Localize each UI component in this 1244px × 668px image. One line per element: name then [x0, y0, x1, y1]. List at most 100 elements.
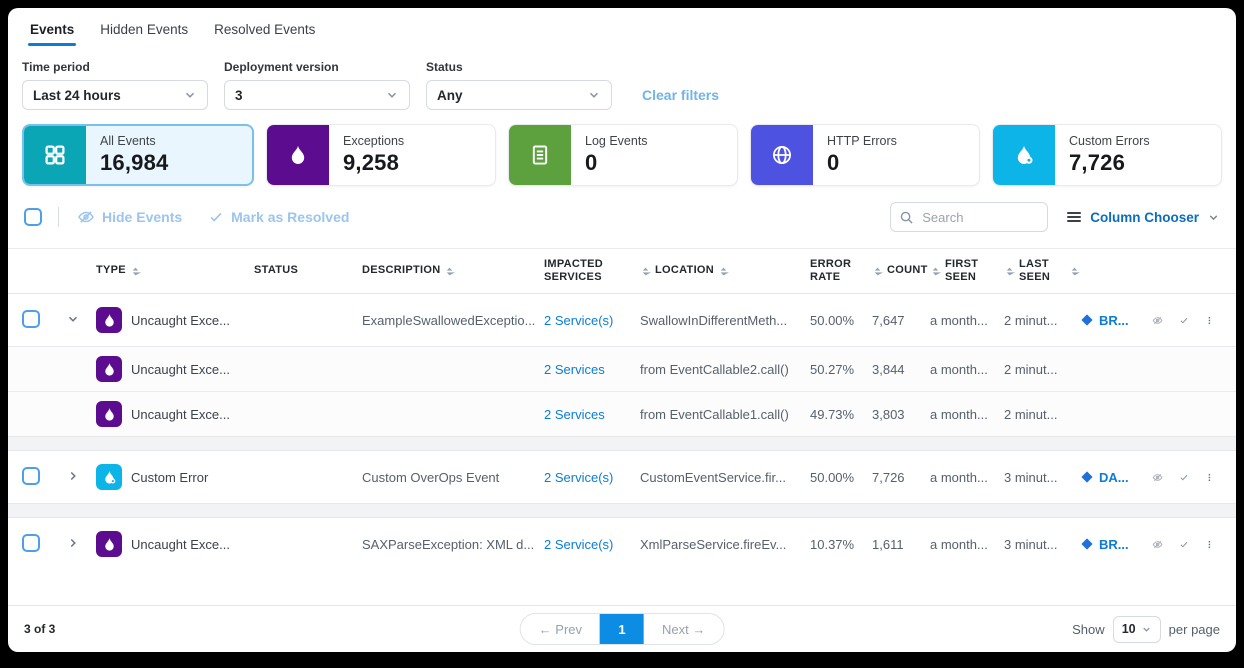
- card-http-errors[interactable]: HTTP Errors 0: [750, 124, 980, 186]
- page-size-select[interactable]: 10: [1112, 615, 1161, 643]
- card-exceptions[interactable]: Exceptions 9,258: [266, 124, 496, 186]
- current-page-button[interactable]: 1: [600, 614, 644, 644]
- check-icon[interactable]: [1179, 312, 1189, 329]
- card-log-events[interactable]: Log Events 0: [508, 124, 738, 186]
- first-seen-cell: a month...: [930, 406, 988, 422]
- toolbar-divider: [58, 207, 59, 227]
- time-period-label: Time period: [22, 60, 90, 74]
- chevron-right-icon[interactable]: [66, 469, 80, 483]
- services-link[interactable]: 2 Services: [544, 406, 605, 422]
- check-icon[interactable]: [1179, 536, 1189, 553]
- chevron-right-icon[interactable]: [66, 536, 80, 550]
- tab-resolved-events[interactable]: Resolved Events: [214, 22, 316, 37]
- location-cell: from EventCallable1.call(): [640, 406, 789, 422]
- error-rate-cell: 10.37%: [810, 536, 855, 552]
- time-period-value: Last 24 hours: [33, 87, 121, 103]
- tab-events[interactable]: Events: [27, 22, 77, 46]
- status-value: Any: [437, 87, 463, 103]
- group-separator: [8, 436, 1236, 451]
- last-seen-cell: 2 minut...: [1004, 361, 1058, 377]
- globe-icon: [751, 125, 813, 185]
- jira-diamond-icon: [1081, 314, 1093, 326]
- pagination: ← Prev 1 Next →: [519, 613, 725, 645]
- eye-slash-icon[interactable]: [1152, 468, 1163, 487]
- status-select[interactable]: Any: [426, 80, 612, 110]
- sort-icon[interactable]: [640, 266, 651, 277]
- table-row[interactable]: Custom Error Custom OverOps Event 2 Serv…: [8, 451, 1236, 503]
- header-error-rate: ERROR RATE: [810, 257, 852, 283]
- table-subrow[interactable]: Uncaught Exce... 2 Services from EventCa…: [8, 391, 1236, 436]
- first-seen-cell: a month...: [930, 536, 988, 552]
- hamburger-icon: [1067, 212, 1082, 222]
- first-seen-cell: a month...: [930, 469, 988, 485]
- custom-error-type-icon: [96, 464, 122, 490]
- chevron-down-icon: [185, 92, 195, 98]
- deployment-version-label: Deployment version: [224, 60, 339, 74]
- header-type: TYPE: [96, 264, 254, 277]
- count-cell: 3,844: [872, 361, 905, 377]
- card-label: Custom Errors: [1069, 134, 1150, 148]
- sort-icon[interactable]: [1004, 266, 1015, 277]
- ticket-link[interactable]: BR...: [1099, 536, 1129, 552]
- prev-page-button[interactable]: ← Prev: [538, 621, 582, 637]
- deployment-version-select[interactable]: 3: [224, 80, 410, 110]
- row-checkbox[interactable]: [22, 466, 40, 485]
- column-chooser-button[interactable]: Column Chooser: [1066, 209, 1220, 225]
- check-icon[interactable]: [1179, 469, 1189, 486]
- header-location: LOCATION: [640, 264, 810, 277]
- chevron-down-icon: [1142, 627, 1150, 631]
- sort-icon[interactable]: [130, 266, 141, 277]
- filter-bar: Time period Last 24 hours Deployment ver…: [8, 46, 1236, 110]
- services-link[interactable]: 2 Service(s): [544, 469, 614, 485]
- eye-slash-icon[interactable]: [1152, 311, 1163, 330]
- error-rate-cell: 49.73%: [810, 406, 855, 422]
- sort-icon[interactable]: [444, 266, 456, 277]
- time-period-select[interactable]: Last 24 hours: [22, 80, 208, 110]
- header-first-seen: FIRST SEEN: [930, 258, 1004, 284]
- table-footer: 3 of 3 ← Prev 1 Next → Show 10 per page: [8, 605, 1236, 652]
- services-link[interactable]: 2 Service(s): [544, 536, 614, 552]
- last-seen-cell: 3 minut...: [1004, 469, 1058, 485]
- sort-icon[interactable]: [1069, 266, 1080, 277]
- sort-icon[interactable]: [930, 266, 941, 277]
- row-checkbox[interactable]: [22, 533, 40, 552]
- select-all-checkbox[interactable]: [24, 208, 42, 226]
- table-toolbar: Hide Events Mark as Resolved Column Choo…: [8, 186, 1236, 242]
- ticket-link[interactable]: BR...: [1099, 312, 1129, 328]
- card-custom-errors[interactable]: Custom Errors 7,726: [992, 124, 1222, 186]
- sort-icon[interactable]: [872, 266, 883, 277]
- eye-slash-icon: [78, 211, 94, 223]
- eye-slash-icon[interactable]: [1152, 535, 1163, 554]
- tab-bar: Events Hidden Events Resolved Events: [8, 8, 1236, 46]
- summary-cards: All Events 16,984 Exceptions 9,258 Log E…: [8, 110, 1236, 186]
- mark-resolved-label: Mark as Resolved: [231, 209, 350, 225]
- ticket-link[interactable]: DA...: [1099, 469, 1129, 485]
- tab-hidden-events[interactable]: Hidden Events: [100, 22, 189, 37]
- location-cell: from EventCallable2.call(): [640, 361, 789, 377]
- table-row[interactable]: Uncaught Exce... SAXParseException: XML …: [8, 518, 1236, 570]
- location-cell: SwallowInDifferentMeth...: [640, 312, 788, 328]
- location-cell: CustomEventService.fir...: [640, 469, 786, 485]
- table-row[interactable]: Uncaught Exce... ExampleSwallowedExcepti…: [8, 294, 1236, 346]
- header-count: COUNT: [872, 264, 930, 277]
- services-link[interactable]: 2 Services: [544, 361, 605, 377]
- kebab-menu-icon[interactable]: [1205, 470, 1214, 485]
- services-link[interactable]: 2 Service(s): [544, 312, 614, 328]
- location-cell: XmlParseService.fireEv...: [640, 536, 787, 552]
- card-value: 9,258: [343, 150, 400, 175]
- kebab-menu-icon[interactable]: [1205, 537, 1214, 552]
- card-all-events[interactable]: All Events 16,984: [22, 124, 254, 186]
- clear-filters-button[interactable]: Clear filters: [642, 87, 720, 103]
- next-page-button[interactable]: Next →: [662, 621, 706, 637]
- chevron-down-icon[interactable]: [66, 312, 80, 326]
- table-subrow[interactable]: Uncaught Exce... 2 Services from EventCa…: [8, 346, 1236, 391]
- chevron-down-icon: [387, 92, 397, 98]
- kebab-menu-icon[interactable]: [1205, 313, 1214, 328]
- sort-icon[interactable]: [718, 266, 730, 277]
- hide-events-button[interactable]: Hide Events: [77, 208, 182, 226]
- mark-resolved-button[interactable]: Mark as Resolved: [208, 209, 349, 225]
- document-icon: [509, 125, 571, 185]
- search-input[interactable]: [920, 208, 1031, 226]
- card-label: Exceptions: [343, 134, 405, 148]
- row-checkbox[interactable]: [22, 309, 40, 328]
